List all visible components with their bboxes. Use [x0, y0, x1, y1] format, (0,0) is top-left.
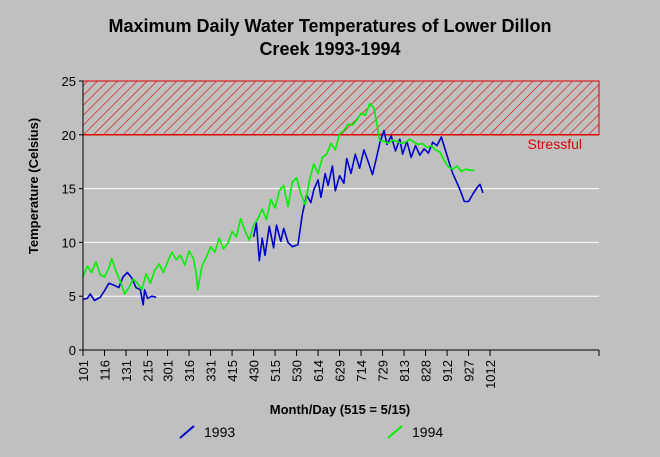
- legend-swatch-1993: [179, 425, 195, 439]
- x-tick-label: 430: [247, 360, 262, 382]
- series-line-1994: [82, 102, 475, 295]
- x-tick-label: 101: [76, 360, 91, 382]
- x-tick-label: 215: [141, 360, 156, 382]
- legend-swatch-1994: [387, 425, 403, 439]
- x-axis-label: Month/Day (515 = 5/15): [270, 402, 411, 417]
- legend-label-1994: 1994: [412, 424, 443, 440]
- x-tick-label: 912: [440, 360, 455, 382]
- x-tick-label: 415: [225, 360, 240, 382]
- x-tick-label: 614: [311, 360, 326, 382]
- axes: [79, 80, 600, 356]
- legend: 1993 1994: [179, 424, 443, 440]
- series-lines: [82, 102, 484, 306]
- x-tick-label: 331: [204, 360, 219, 382]
- x-tick-labels: 101 116 131 215 301 316 331 415 430 515 530 614 629 7…: [76, 360, 498, 389]
- x-tick-label: 927: [462, 360, 477, 382]
- x-tick-label: 714: [354, 360, 369, 382]
- y-tick-label: 0: [69, 343, 76, 358]
- chart-title-line2: Creek 1993-1994: [259, 39, 400, 59]
- stressful-threshold-band: [82, 80, 600, 136]
- x-tick-label: 116: [98, 360, 113, 381]
- chart-title-line1: Maximum Daily Water Temperatures of Lowe…: [108, 16, 551, 36]
- x-tick-label: 629: [333, 360, 348, 382]
- y-tick-labels: 0 5 10 15 20 25: [62, 74, 76, 358]
- series-line-1993: [82, 129, 484, 306]
- y-axis-label: Temperature (Celsius): [26, 118, 41, 254]
- x-tick-label: 316: [182, 360, 197, 382]
- y-tick-label: 20: [62, 128, 76, 143]
- x-tick-label: 301: [161, 360, 176, 382]
- x-tick-label: 828: [419, 360, 434, 382]
- y-tick-label: 15: [62, 182, 76, 197]
- x-tick-label: 1012: [483, 360, 498, 389]
- x-tick-label: 530: [290, 360, 305, 382]
- y-tick-label: 10: [62, 235, 76, 250]
- stressful-label: Stressful: [528, 136, 582, 152]
- x-tick-label: 729: [376, 360, 391, 382]
- y-tick-label: 25: [62, 74, 76, 89]
- legend-label-1993: 1993: [204, 424, 235, 440]
- x-tick-label: 515: [268, 360, 283, 382]
- x-tick-label: 131: [119, 360, 134, 382]
- x-tick-label: 813: [397, 360, 412, 382]
- y-tick-label: 5: [69, 289, 76, 304]
